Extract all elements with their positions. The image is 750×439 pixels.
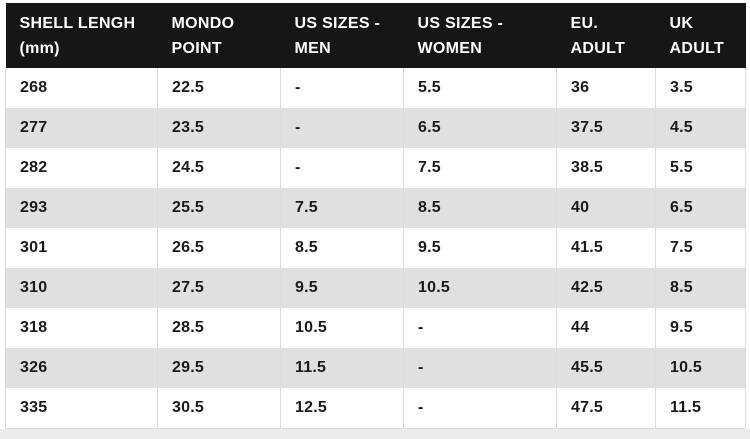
column-header-eu-adult: EU. ADULT bbox=[556, 3, 656, 68]
table-cell: 326 bbox=[5, 348, 158, 388]
table-cell: 10.5 bbox=[403, 268, 557, 308]
table-row: 268 22.5-5.5 36 3.5 bbox=[5, 68, 746, 108]
table-cell: 8.5 bbox=[655, 268, 746, 308]
table-cell: 30.5 bbox=[157, 388, 281, 429]
table-cell: 29.5 bbox=[157, 348, 281, 388]
column-header-us-sizes-women: US SIZES - WOMEN bbox=[403, 3, 557, 68]
table-cell: 8.5 bbox=[280, 228, 404, 268]
table-cell: 277 bbox=[5, 108, 158, 148]
table-cell: 3.5 bbox=[655, 68, 746, 108]
table-cell: 7.5 bbox=[403, 148, 557, 188]
table-cell: 5.5 bbox=[403, 68, 557, 108]
table-cell: 37.5 bbox=[556, 108, 656, 148]
table-cell: 28.5 bbox=[157, 308, 281, 348]
table-cell: 310 bbox=[5, 268, 158, 308]
table-cell: - bbox=[280, 68, 404, 108]
table-cell: 47.5 bbox=[556, 388, 656, 429]
table-cell: 9.5 bbox=[655, 308, 746, 348]
column-header-text: (mm) bbox=[19, 40, 60, 57]
table-cell: 25.5 bbox=[157, 188, 281, 228]
table-row: 326 29.5 11.5-45.5 10.5 bbox=[5, 348, 746, 388]
table-cell: 6.5 bbox=[655, 188, 746, 228]
column-header-text: ADULT bbox=[669, 40, 725, 57]
table-row: 293 25.5 7.5 8.5 40 6.5 bbox=[5, 188, 746, 228]
table-cell: 44 bbox=[556, 308, 656, 348]
column-header-shell-length: SHELL LENGH (mm) bbox=[5, 3, 158, 68]
table-cell: 24.5 bbox=[157, 148, 281, 188]
table-header-row: SHELL LENGH (mm) MONDO POINT US SIZES - MEN US… bbox=[5, 3, 746, 68]
table-cell: 12.5 bbox=[280, 388, 404, 429]
table-cell: 7.5 bbox=[655, 228, 746, 268]
table-cell: 293 bbox=[5, 188, 158, 228]
table-body: 268 22.5-5.5 36 3.5 277 23.5-6.5 37.5 4.5 282 24.… bbox=[5, 68, 746, 429]
table-row: 310 27.5 9.5 10.5 42.5 8.5 bbox=[5, 268, 746, 308]
table-cell: - bbox=[280, 148, 404, 188]
table-cell: 40 bbox=[556, 188, 656, 228]
table-cell: - bbox=[403, 348, 557, 388]
table-cell: 38.5 bbox=[556, 148, 656, 188]
table-cell: 5.5 bbox=[655, 148, 746, 188]
table-cell: 26.5 bbox=[157, 228, 281, 268]
table-row: 318 28.5 10.5-44 9.5 bbox=[5, 308, 746, 348]
table-cell: 11.5 bbox=[280, 348, 404, 388]
table-cell: 7.5 bbox=[280, 188, 404, 228]
table-cell: - bbox=[403, 308, 557, 348]
column-header-text: EU. bbox=[570, 15, 599, 32]
table-cell: 10.5 bbox=[655, 348, 746, 388]
column-header-text: US SIZES - bbox=[417, 15, 504, 32]
table-cell: 6.5 bbox=[403, 108, 557, 148]
table-cell: 301 bbox=[5, 228, 158, 268]
table-row: 277 23.5-6.5 37.5 4.5 bbox=[5, 108, 746, 148]
table-cell: 10.5 bbox=[280, 308, 404, 348]
column-header-text: US SIZES - bbox=[294, 15, 381, 32]
table-row: 335 30.5 12.5-47.5 11.5 bbox=[5, 388, 746, 429]
table-cell: 23.5 bbox=[157, 108, 281, 148]
table-cell: 318 bbox=[5, 308, 158, 348]
table-row: 282 24.5-7.5 38.5 5.5 bbox=[5, 148, 746, 188]
page-bottom-strip bbox=[0, 428, 750, 439]
table-cell: 41.5 bbox=[556, 228, 656, 268]
table-cell: - bbox=[280, 108, 404, 148]
column-header-text: SHELL LENGH bbox=[19, 15, 136, 32]
table-cell: 22.5 bbox=[157, 68, 281, 108]
column-header-mondo-point: MONDO POINT bbox=[157, 3, 281, 68]
table-cell: 42.5 bbox=[556, 268, 656, 308]
column-header-uk-adult: UK ADULT bbox=[655, 3, 746, 68]
table-cell: 8.5 bbox=[403, 188, 557, 228]
boot-size-table: SHELL LENGH (mm) MONDO POINT US SIZES - MEN US… bbox=[5, 3, 746, 429]
table-cell: 11.5 bbox=[655, 388, 746, 429]
column-header-text: MEN bbox=[294, 40, 331, 57]
table-cell: 282 bbox=[5, 148, 158, 188]
table-cell: 335 bbox=[5, 388, 158, 429]
column-header-text: MONDO bbox=[171, 15, 235, 32]
table-cell: - bbox=[403, 388, 557, 429]
table-cell: 9.5 bbox=[280, 268, 404, 308]
column-header-text: WOMEN bbox=[417, 40, 483, 57]
table-cell: 9.5 bbox=[403, 228, 557, 268]
table-cell: 36 bbox=[556, 68, 656, 108]
column-header-text: ADULT bbox=[570, 40, 626, 57]
column-header-text: POINT bbox=[171, 40, 222, 57]
table-cell: 27.5 bbox=[157, 268, 281, 308]
table-cell: 45.5 bbox=[556, 348, 656, 388]
column-header-text: UK bbox=[669, 15, 694, 32]
column-header-us-sizes-men: US SIZES - MEN bbox=[280, 3, 404, 68]
table-row: 301 26.5 8.5 9.5 41.5 7.5 bbox=[5, 228, 746, 268]
table-cell: 4.5 bbox=[655, 108, 746, 148]
table-cell: 268 bbox=[5, 68, 158, 108]
